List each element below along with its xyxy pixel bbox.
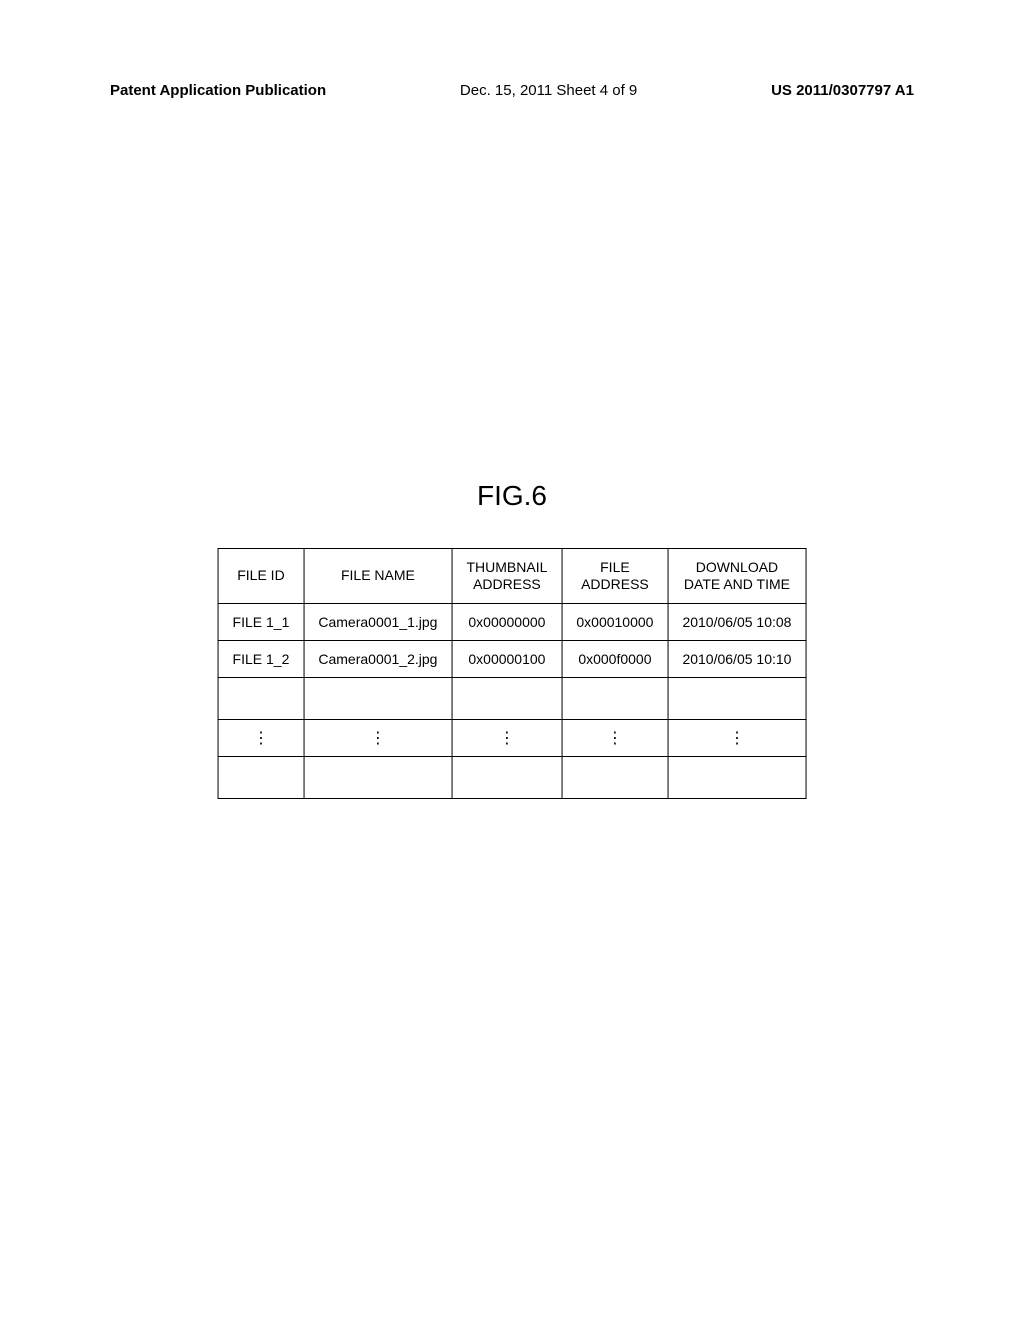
cell-file-id: FILE 1_2 xyxy=(218,640,304,677)
header-right-text: US 2011/0307797 A1 xyxy=(771,82,914,99)
table-row-empty xyxy=(218,677,806,719)
col-header-file-id: FILE ID xyxy=(218,549,304,604)
cell-empty xyxy=(668,756,806,798)
col-header-thumbnail-address: THUMBNAILADDRESS xyxy=(452,549,562,604)
cell-empty xyxy=(218,677,304,719)
cell-thumbnail-address: 0x00000000 xyxy=(452,603,562,640)
cell-empty xyxy=(668,677,806,719)
cell-empty xyxy=(562,677,668,719)
cell-download-datetime: 2010/06/05 10:10 xyxy=(668,640,806,677)
cell-empty xyxy=(452,756,562,798)
table-row-ellipsis: ⋮ ⋮ ⋮ ⋮ ⋮ xyxy=(218,719,806,756)
cell-empty xyxy=(218,756,304,798)
header-center-text: Dec. 15, 2011 Sheet 4 of 9 xyxy=(460,82,637,99)
cell-vdots: ⋮ xyxy=(562,719,668,756)
cell-empty xyxy=(304,756,452,798)
cell-vdots: ⋮ xyxy=(668,719,806,756)
cell-thumbnail-address: 0x00000100 xyxy=(452,640,562,677)
table-row: FILE 1_1 Camera0001_1.jpg 0x00000000 0x0… xyxy=(218,603,806,640)
cell-vdots: ⋮ xyxy=(452,719,562,756)
table-row-empty xyxy=(218,756,806,798)
cell-file-id: FILE 1_1 xyxy=(218,603,304,640)
cell-vdots: ⋮ xyxy=(304,719,452,756)
table-header-row: FILE ID FILE NAME THUMBNAILADDRESS FILEA… xyxy=(218,549,806,604)
col-header-file-name: FILE NAME xyxy=(304,549,452,604)
cell-file-name: Camera0001_1.jpg xyxy=(304,603,452,640)
col-header-file-address: FILEADDRESS xyxy=(562,549,668,604)
page-header: Patent Application Publication Dec. 15, … xyxy=(0,82,1024,99)
cell-empty xyxy=(304,677,452,719)
file-data-table: FILE ID FILE NAME THUMBNAILADDRESS FILEA… xyxy=(218,548,807,799)
header-left-text: Patent Application Publication xyxy=(110,82,326,99)
cell-empty xyxy=(452,677,562,719)
col-header-download-datetime: DOWNLOADDATE AND TIME xyxy=(668,549,806,604)
cell-empty xyxy=(562,756,668,798)
cell-file-address: 0x000f0000 xyxy=(562,640,668,677)
cell-download-datetime: 2010/06/05 10:08 xyxy=(668,603,806,640)
cell-file-address: 0x00010000 xyxy=(562,603,668,640)
figure-title: FIG.6 xyxy=(477,480,547,512)
cell-file-name: Camera0001_2.jpg xyxy=(304,640,452,677)
cell-vdots: ⋮ xyxy=(218,719,304,756)
table-row: FILE 1_2 Camera0001_2.jpg 0x00000100 0x0… xyxy=(218,640,806,677)
